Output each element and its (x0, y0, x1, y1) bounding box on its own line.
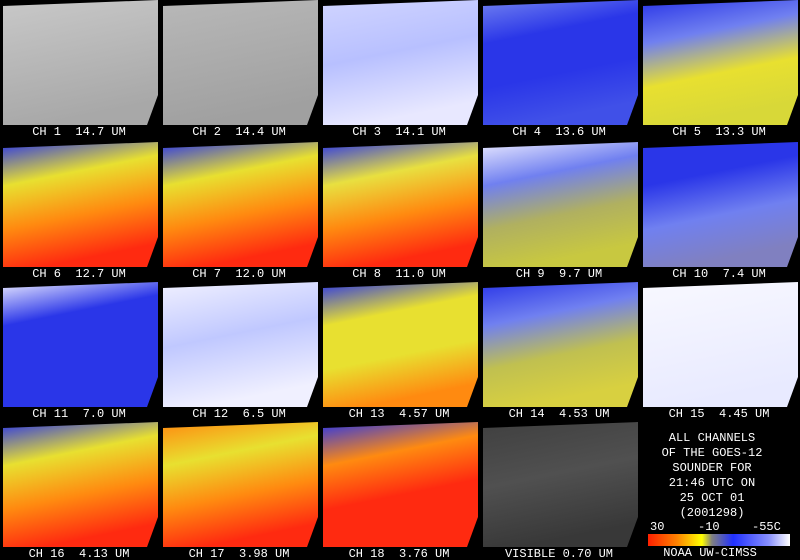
panel-label: CH 17 3.98 UM (189, 547, 290, 560)
panel-label: CH 3 14.1 UM (352, 125, 446, 139)
panel-label: CH 14 4.53 UM (509, 407, 610, 421)
satellite-image (323, 282, 478, 407)
panel-label: CH 15 4.45 UM (669, 407, 770, 421)
satellite-image (163, 0, 318, 125)
panel-label: CH 2 14.4 UM (192, 125, 286, 139)
satellite-image (163, 422, 318, 547)
panel-label: CH 7 12.0 UM (192, 267, 286, 281)
satellite-image (3, 422, 158, 547)
satellite-image (483, 422, 638, 547)
colorbar-label: 30 (650, 520, 664, 534)
panel-label: CH 9 9.7 UM (516, 267, 602, 281)
colorbar (648, 534, 790, 546)
satellite-image (323, 142, 478, 267)
panel-label: CH 1 14.7 UM (32, 125, 126, 139)
colorbar-label: -55C (752, 520, 781, 534)
info-line: 21:46 UTC ON (669, 476, 755, 490)
panel-label: CH 8 11.0 UM (352, 267, 446, 281)
panel-label: CH 12 6.5 UM (192, 407, 286, 421)
satellite-image (3, 0, 158, 125)
panel-label: CH 11 7.0 UM (32, 407, 126, 421)
panel-label: VISIBLE 0.70 UM (505, 547, 613, 560)
satellite-image (163, 142, 318, 267)
panel-label: CH 13 4.57 UM (349, 407, 450, 421)
satellite-image (483, 282, 638, 407)
colorbar-label: -10 (698, 520, 720, 534)
info-line: OF THE GOES-12 (662, 446, 763, 460)
satellite-image (643, 142, 798, 267)
satellite-image (323, 0, 478, 125)
satellite-image (163, 282, 318, 407)
satellite-image (3, 282, 158, 407)
info-line: 25 OCT 01 (680, 491, 745, 505)
panel-label: CH 5 13.3 UM (672, 125, 766, 139)
info-line: ALL CHANNELS (669, 431, 755, 445)
info-line: (2001298) (680, 506, 745, 520)
satellite-image (643, 0, 798, 125)
info-line: SOUNDER FOR (672, 461, 751, 475)
credit: NOAA UW-CIMSS (663, 546, 757, 560)
panel-label: CH 6 12.7 UM (32, 267, 126, 281)
satellite-image (483, 142, 638, 267)
satellite-image (483, 0, 638, 125)
panel-label: CH 4 13.6 UM (512, 125, 606, 139)
satellite-image (643, 282, 798, 407)
satellite-image (323, 422, 478, 547)
panel-label: CH 10 7.4 UM (672, 267, 766, 281)
panel-label: CH 16 4.13 UM (29, 547, 130, 560)
panel-label: CH 18 3.76 UM (349, 547, 450, 560)
satellite-image (3, 142, 158, 267)
